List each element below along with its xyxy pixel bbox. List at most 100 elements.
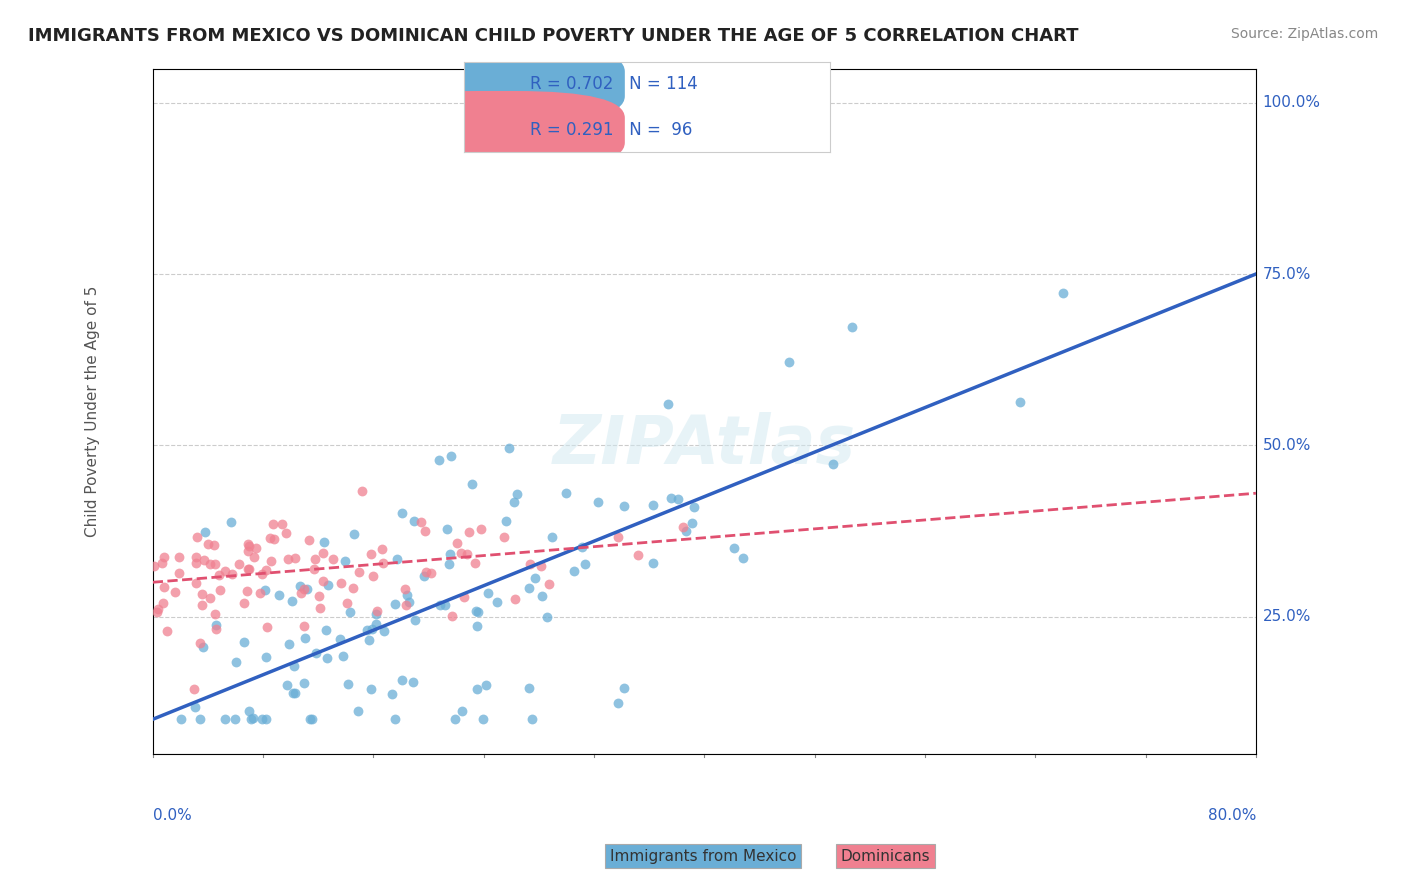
Point	[214, 564, 236, 578]
Point	[330, 576, 353, 591]
Point	[643, 499, 665, 513]
Point	[464, 557, 486, 571]
Point	[259, 532, 281, 546]
Point	[413, 524, 436, 538]
Point	[236, 584, 259, 599]
Point	[627, 548, 650, 562]
Text: ZIPAtlas: ZIPAtlas	[553, 412, 856, 478]
Point	[290, 578, 312, 592]
Text: 50.0%: 50.0%	[1263, 438, 1312, 453]
Point	[373, 624, 395, 639]
Point	[519, 557, 541, 571]
Point	[1010, 395, 1032, 409]
Point	[524, 571, 547, 585]
Point	[200, 591, 222, 606]
Point	[243, 549, 266, 564]
Point	[295, 582, 318, 597]
Point	[292, 582, 315, 596]
Point	[152, 596, 174, 610]
Point	[236, 544, 259, 558]
Point	[186, 575, 208, 590]
Point	[530, 559, 553, 574]
Point	[384, 712, 406, 726]
Point	[256, 620, 278, 634]
Point	[470, 522, 492, 536]
Point	[404, 613, 426, 627]
Point	[163, 585, 186, 599]
Point	[574, 558, 596, 572]
Point	[427, 453, 450, 467]
Point	[441, 608, 464, 623]
Point	[250, 712, 273, 726]
Point	[167, 566, 190, 581]
Point	[156, 624, 179, 638]
Point	[146, 601, 169, 615]
Point	[191, 587, 214, 601]
Point	[301, 712, 323, 726]
Point	[153, 550, 176, 565]
Point	[555, 486, 578, 500]
Point	[263, 533, 285, 547]
FancyBboxPatch shape	[368, 45, 624, 123]
Point	[503, 495, 526, 509]
Point	[461, 477, 484, 491]
Point	[505, 591, 527, 606]
Point	[238, 704, 260, 718]
Point	[236, 562, 259, 576]
Point	[517, 581, 540, 595]
Point	[384, 597, 406, 611]
Point	[657, 397, 679, 411]
Point	[193, 553, 215, 567]
Point	[186, 549, 208, 564]
Point	[613, 499, 636, 513]
Point	[672, 519, 695, 533]
Point	[224, 712, 246, 726]
Point	[184, 556, 207, 570]
Point	[411, 515, 433, 529]
Point	[294, 632, 316, 646]
Point	[183, 682, 205, 697]
Text: R = 0.291   N =  96: R = 0.291 N = 96	[530, 121, 692, 139]
Point	[683, 500, 706, 514]
Point	[236, 537, 259, 551]
Point	[312, 574, 335, 589]
Point	[562, 564, 585, 578]
Point	[259, 554, 281, 568]
Point	[506, 487, 529, 501]
Point	[381, 687, 404, 701]
Point	[239, 712, 262, 726]
Point	[420, 566, 443, 580]
Point	[254, 563, 277, 577]
Point	[238, 540, 260, 554]
Point	[322, 552, 344, 566]
Point	[204, 618, 226, 632]
Point	[1052, 285, 1074, 300]
Point	[498, 441, 520, 455]
Point	[398, 595, 420, 609]
Point	[451, 704, 474, 718]
Point	[315, 623, 337, 637]
Point	[311, 546, 333, 560]
Point	[314, 534, 336, 549]
Point	[371, 541, 394, 556]
Point	[290, 585, 312, 599]
Point	[531, 589, 554, 603]
Point	[343, 527, 366, 541]
Point	[281, 594, 304, 608]
Point	[242, 711, 264, 725]
Point	[308, 589, 330, 603]
Point	[444, 712, 467, 726]
Point	[391, 506, 413, 520]
Point	[486, 595, 509, 609]
Point	[228, 558, 250, 572]
Point	[467, 619, 489, 633]
Text: IMMIGRANTS FROM MEXICO VS DOMINICAN CHILD POVERTY UNDER THE AGE OF 5 CORRELATION: IMMIGRANTS FROM MEXICO VS DOMINICAN CHIL…	[28, 27, 1078, 45]
FancyBboxPatch shape	[368, 91, 624, 169]
Point	[145, 605, 167, 619]
Point	[385, 552, 408, 566]
Point	[613, 681, 636, 696]
Point	[821, 457, 844, 471]
Point	[346, 704, 368, 718]
Point	[429, 598, 451, 612]
Point	[492, 530, 515, 544]
